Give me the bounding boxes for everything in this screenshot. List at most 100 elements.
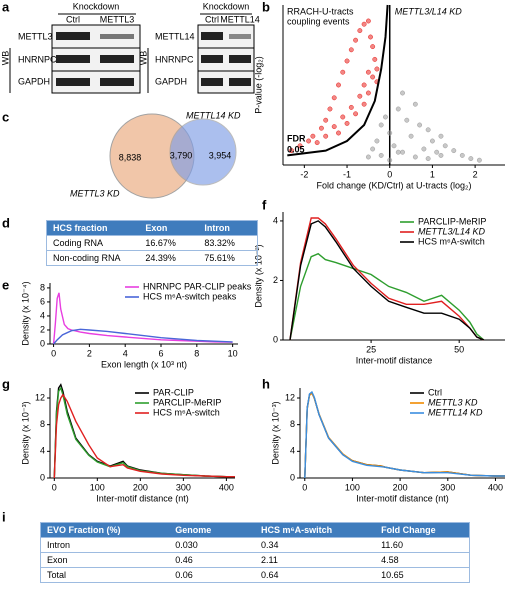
scatter-point (289, 148, 294, 154)
panel-label: c (2, 109, 9, 124)
legend-label: HCS m⁶A-switch (418, 236, 485, 246)
table-cell: 75.61% (198, 250, 258, 266)
x-tick-label: -1 (343, 169, 351, 179)
table-cell: 24.39% (139, 250, 199, 266)
band (201, 78, 223, 86)
table-row: Intron 0.030 0.34 11.60 (40, 537, 470, 553)
band (100, 34, 134, 39)
panel-label: e (2, 277, 9, 292)
x-tick-label: 0 (302, 482, 307, 492)
blot-header: Knockdown (203, 1, 250, 11)
panel-label: h (262, 376, 270, 391)
row-label: HNRNPC (18, 54, 57, 64)
scatter-point (348, 104, 354, 110)
scatter-point (327, 106, 333, 112)
scatter-point (438, 152, 444, 158)
scatter-point (400, 90, 405, 96)
legend-label: PARCLIP-MeRIP (418, 216, 486, 226)
scatter-point (374, 66, 380, 72)
table-cell: 2.11 (254, 552, 376, 568)
scatter-point (348, 47, 354, 53)
scatter-point (361, 82, 367, 88)
x-tick-label: 100 (90, 482, 105, 492)
table-cell: 0.64 (254, 567, 376, 583)
blot-left (9, 13, 141, 94)
scatter-point (336, 82, 341, 88)
scatter-point (370, 44, 376, 50)
row-label: METTL3 (18, 31, 53, 41)
band (56, 32, 90, 40)
row-label: GAPDH (18, 76, 50, 86)
table-cell: Genome (169, 522, 255, 538)
y-tick-label: 4 (40, 446, 45, 456)
series-line (287, 4, 389, 157)
table-cell: Exon (139, 220, 199, 236)
scatter-point (412, 154, 418, 160)
annotation: METTL3/L14 KD (395, 6, 463, 16)
x-tick-label: -2 (300, 169, 308, 179)
scatter-point (365, 90, 371, 96)
legend-label: PARCLIP-MeRIP (153, 397, 221, 407)
band (100, 78, 134, 86)
legend-label: HCS m⁶A-switch (153, 407, 220, 417)
y-tick-label: 12 (35, 392, 45, 402)
table-cell: 16.67% (139, 235, 199, 251)
table-row: Coding RNA 16.67% 83.32% (46, 235, 258, 251)
scatter-point (331, 95, 337, 101)
scatter-point (370, 146, 376, 152)
scatter-point (387, 157, 393, 163)
scatter-point (353, 111, 359, 117)
series-line (289, 220, 485, 341)
annotation: RRACH-U-tracts (287, 6, 354, 16)
scatter-point (365, 18, 371, 24)
y-tick-label: 0 (40, 472, 45, 482)
y-tick-label: 4 (40, 310, 45, 320)
venn-label: METTL3 KD (70, 188, 120, 198)
method-label: WB (138, 51, 148, 66)
panel-label: f (262, 197, 267, 212)
scatter-point (387, 130, 393, 136)
table-row: Non-coding RNA 24.39% 75.61% (46, 250, 258, 266)
y-axis-label: Density (x 10⁻²) (253, 244, 263, 307)
scatter-point (336, 130, 341, 136)
scatter-point (421, 146, 427, 152)
x-tick-label: 400 (219, 482, 234, 492)
scatter-point (395, 106, 401, 112)
row-label: HNRNPC (155, 54, 194, 64)
table-cell: 0.06 (169, 567, 255, 583)
x-tick-label: 10 (228, 348, 238, 358)
scatter-point (383, 114, 388, 120)
x-axis-label: Exon length (x 10³ nt) (101, 359, 187, 369)
y-tick-label: 2 (40, 324, 45, 334)
scatter-point (438, 133, 444, 139)
annotation: FDR (287, 133, 306, 143)
legend-label: HCS m⁶A-switch peaks (143, 291, 237, 301)
scatter-point (425, 127, 431, 133)
scatter-point (306, 138, 312, 144)
x-tick-label: 200 (393, 482, 408, 492)
band (56, 78, 90, 86)
row-label: METTL14 (155, 31, 195, 41)
scatter-point (357, 28, 363, 34)
band (229, 34, 251, 39)
x-tick-label: 1 (430, 169, 435, 179)
x-tick-label: 8 (194, 348, 199, 358)
venn-count: 3,954 (209, 150, 232, 160)
table-cell: 83.32% (198, 235, 258, 251)
scatter-point (344, 58, 350, 64)
panel-label: d (2, 215, 10, 230)
y-tick-label: 12 (285, 392, 295, 402)
x-tick-label: 400 (488, 482, 503, 492)
scatter-point (361, 101, 367, 107)
series-line (53, 393, 235, 479)
scatter-point (442, 143, 448, 149)
table-cell: Intron (198, 220, 258, 236)
table-cell: 0.030 (169, 537, 255, 553)
x-tick-label: 50 (454, 344, 464, 354)
series-line (52, 292, 233, 345)
x-tick-label: 0 (51, 348, 56, 358)
table-row: HCS fraction Exon Intron (46, 220, 258, 236)
table-cell: Exon (40, 552, 170, 568)
